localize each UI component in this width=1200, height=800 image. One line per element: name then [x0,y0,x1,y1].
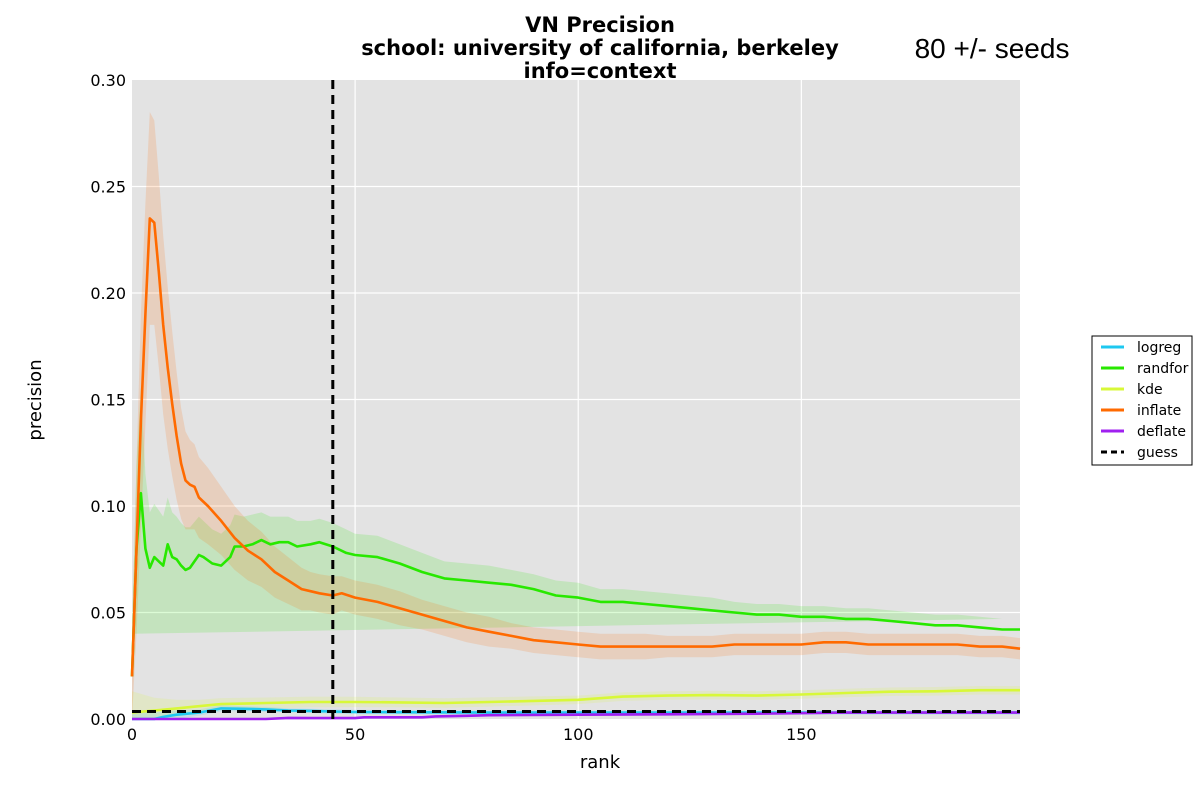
y-tick-label: 0.05 [90,604,126,623]
legend-label-inflate: inflate [1137,403,1181,419]
grid [132,80,1020,719]
legend-label-randfor: randfor [1137,361,1189,377]
x-axis-ticks: 0 50 100 150 [127,725,817,744]
legend: logreg randfor kde inflate deflate guess [1091,335,1193,466]
line-kde [131,688,1020,714]
legend-label-kde: kde [1137,382,1163,398]
chart-title-line-1: VN Precision [525,13,675,37]
y-tick-label: 0.20 [90,284,126,303]
x-tick-label: 0 [127,725,137,744]
x-tick-label: 100 [563,725,594,744]
x-tick-label: 50 [345,725,365,744]
y-tick-label: 0.15 [90,391,126,410]
y-tick-label: 0.30 [90,71,126,90]
y-axis-ticks: 0.00 0.05 0.10 0.15 0.20 0.25 0.30 [90,71,126,729]
y-tick-label: 0.00 [90,710,126,729]
chart-title-line-2: school: university of california, berkel… [361,36,839,60]
series-lines [130,217,1021,721]
y-axis-label: precision [25,359,46,440]
legend-label-deflate: deflate [1137,424,1186,440]
legend-label-guess: guess [1137,445,1178,461]
x-tick-label: 150 [786,725,817,744]
legend-frame [1091,335,1193,466]
band-randfor [132,386,1003,634]
line-inflate [130,217,1021,677]
y-tick-label: 0.10 [90,497,126,516]
line-deflate [132,711,1020,721]
x-axis-label: rank [580,752,621,773]
seeds-annotation: 80 +/- seeds [915,33,1070,64]
chart-title-line-3: info=context [524,59,677,83]
line-randfor [130,491,1020,677]
y-tick-label: 0.25 [90,178,126,197]
legend-label-logreg: logreg [1137,340,1181,356]
